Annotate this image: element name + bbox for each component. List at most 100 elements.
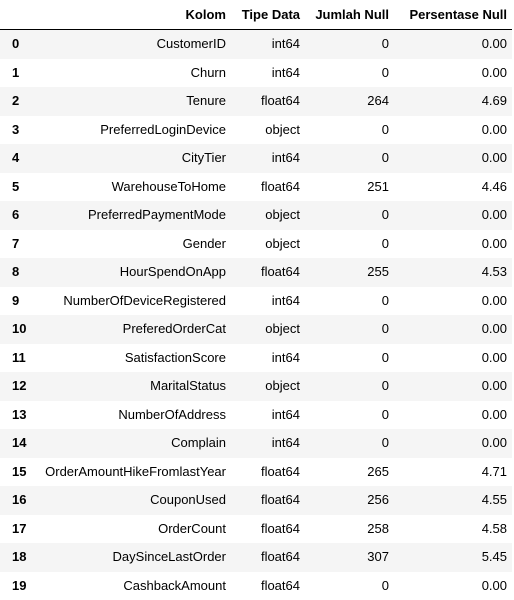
cell-tipe-data: float64 <box>231 258 305 287</box>
row-index: 17 <box>0 515 26 544</box>
cell-persentase-null: 4.58 <box>394 515 512 544</box>
cell-tipe-data: float64 <box>231 515 305 544</box>
row-index: 11 <box>0 344 26 373</box>
cell-tipe-data: object <box>231 230 305 259</box>
cell-jumlah-null: 0 <box>305 372 394 401</box>
cell-jumlah-null: 255 <box>305 258 394 287</box>
cell-persentase-null: 0.00 <box>394 429 512 458</box>
cell-persentase-null: 0.00 <box>394 230 512 259</box>
cell-kolom: SatisfactionScore <box>26 344 231 373</box>
cell-tipe-data: object <box>231 116 305 145</box>
cell-kolom: OrderAmountHikeFromlastYear <box>26 458 231 487</box>
cell-persentase-null: 0.00 <box>394 201 512 230</box>
cell-persentase-null: 0.00 <box>394 572 512 600</box>
cell-persentase-null: 4.71 <box>394 458 512 487</box>
cell-persentase-null: 0.00 <box>394 287 512 316</box>
cell-jumlah-null: 0 <box>305 572 394 600</box>
cell-persentase-null: 0.00 <box>394 30 512 59</box>
cell-kolom: CouponUsed <box>26 486 231 515</box>
cell-tipe-data: int64 <box>231 144 305 173</box>
cell-kolom: OrderCount <box>26 515 231 544</box>
cell-jumlah-null: 307 <box>305 543 394 572</box>
cell-tipe-data: object <box>231 201 305 230</box>
cell-jumlah-null: 0 <box>305 401 394 430</box>
row-index: 10 <box>0 315 26 344</box>
row-index: 2 <box>0 87 26 116</box>
row-index: 19 <box>0 572 26 600</box>
cell-kolom: Gender <box>26 230 231 259</box>
cell-kolom: WarehouseToHome <box>26 173 231 202</box>
row-index: 9 <box>0 287 26 316</box>
cell-tipe-data: int64 <box>231 287 305 316</box>
cell-persentase-null: 4.53 <box>394 258 512 287</box>
cell-kolom: MaritalStatus <box>26 372 231 401</box>
cell-tipe-data: int64 <box>231 429 305 458</box>
cell-kolom: NumberOfAddress <box>26 401 231 430</box>
cell-kolom: Complain <box>26 429 231 458</box>
table-header: Kolom Tipe Data Jumlah Null Persentase N… <box>0 0 512 30</box>
row-index: 18 <box>0 543 26 572</box>
row-index: 4 <box>0 144 26 173</box>
cell-kolom: CityTier <box>26 144 231 173</box>
cell-jumlah-null: 0 <box>305 287 394 316</box>
cell-tipe-data: object <box>231 315 305 344</box>
header-persentase-null: Persentase Null <box>394 0 512 30</box>
row-index: 16 <box>0 486 26 515</box>
row-index: 6 <box>0 201 26 230</box>
cell-tipe-data: int64 <box>231 59 305 88</box>
row-index: 1 <box>0 59 26 88</box>
cell-kolom: CashbackAmount <box>26 572 231 600</box>
cell-persentase-null: 0.00 <box>394 401 512 430</box>
cell-tipe-data: float64 <box>231 572 305 600</box>
cell-persentase-null: 0.00 <box>394 59 512 88</box>
cell-jumlah-null: 0 <box>305 30 394 59</box>
cell-jumlah-null: 0 <box>305 429 394 458</box>
cell-persentase-null: 4.69 <box>394 87 512 116</box>
cell-tipe-data: int64 <box>231 30 305 59</box>
cell-jumlah-null: 0 <box>305 59 394 88</box>
cell-jumlah-null: 265 <box>305 458 394 487</box>
cell-jumlah-null: 0 <box>305 344 394 373</box>
cell-persentase-null: 5.45 <box>394 543 512 572</box>
header-index <box>0 0 26 30</box>
cell-jumlah-null: 256 <box>305 486 394 515</box>
cell-persentase-null: 0.00 <box>394 116 512 145</box>
cell-jumlah-null: 0 <box>305 315 394 344</box>
cell-kolom: Tenure <box>26 87 231 116</box>
cell-jumlah-null: 0 <box>305 116 394 145</box>
cell-tipe-data: int64 <box>231 344 305 373</box>
cell-tipe-data: object <box>231 372 305 401</box>
row-index: 5 <box>0 173 26 202</box>
cell-jumlah-null: 251 <box>305 173 394 202</box>
cell-kolom: HourSpendOnApp <box>26 258 231 287</box>
row-index: 12 <box>0 372 26 401</box>
row-index: 15 <box>0 458 26 487</box>
header-row: Kolom Tipe Data Jumlah Null Persentase N… <box>0 0 512 30</box>
cell-tipe-data: float64 <box>231 87 305 116</box>
cell-jumlah-null: 264 <box>305 87 394 116</box>
cell-persentase-null: 4.46 <box>394 173 512 202</box>
header-kolom: Kolom <box>26 0 231 30</box>
cell-tipe-data: float64 <box>231 543 305 572</box>
row-index: 13 <box>0 401 26 430</box>
cell-kolom: PreferredPaymentMode <box>26 201 231 230</box>
row-index: 7 <box>0 230 26 259</box>
cell-kolom: DaySinceLastOrder <box>26 543 231 572</box>
cell-tipe-data: int64 <box>231 401 305 430</box>
cell-kolom: PreferedOrderCat <box>26 315 231 344</box>
